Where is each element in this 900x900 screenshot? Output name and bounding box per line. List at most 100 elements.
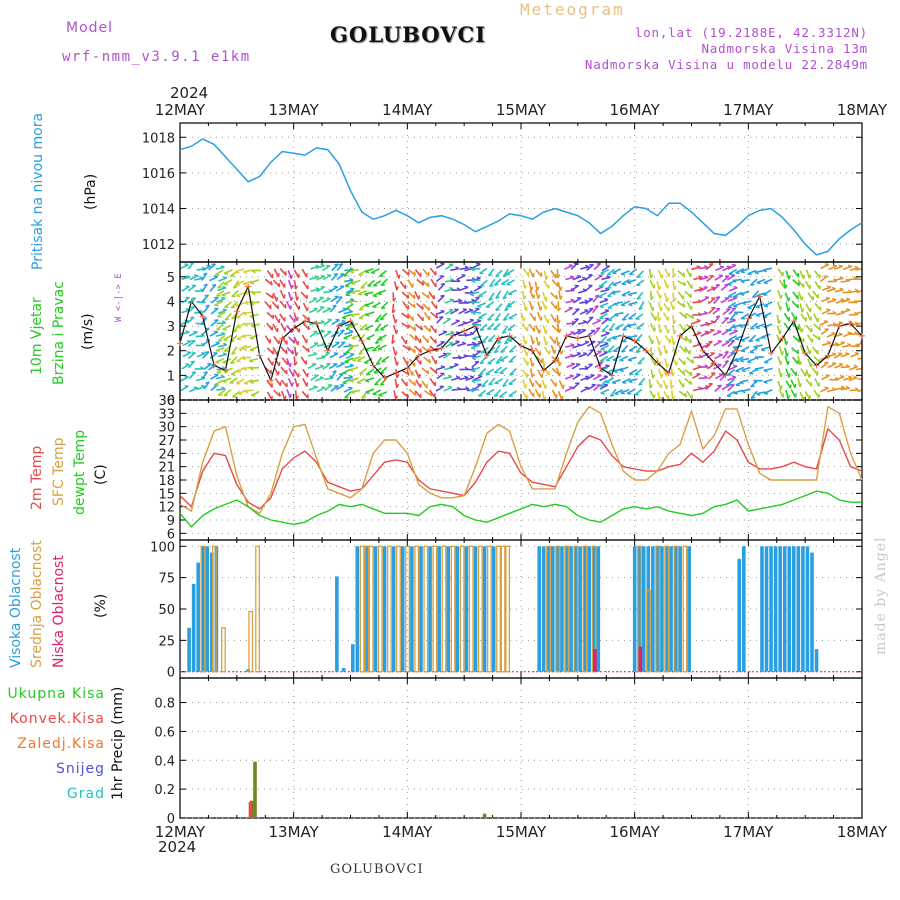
wind-arrow [657, 269, 663, 279]
cloud-bar-high [591, 546, 596, 672]
wind-arrow-head [558, 328, 562, 334]
wind-arrow-head [627, 392, 632, 395]
cloud-bar-high [391, 546, 396, 672]
wind-gust-marker [631, 337, 638, 344]
wind-arrow [841, 298, 851, 304]
wind-arrow-head [810, 363, 813, 368]
wind-arrow-head [735, 384, 740, 387]
wind-arrow [279, 279, 286, 288]
wind-arrow-head [457, 354, 462, 359]
cloud-bar-high [569, 546, 573, 672]
wind-arrow [414, 335, 422, 344]
wind-arrow-head [762, 269, 767, 273]
wind-arrow-head [380, 383, 385, 386]
wind-arrow [534, 281, 539, 291]
wind-arrow [799, 391, 805, 400]
wind-arrow-head [690, 371, 693, 376]
wind-arrow-head [289, 393, 292, 398]
wind-arrow [414, 369, 421, 379]
wind-arrow [309, 276, 319, 281]
wind-arrow-head [658, 285, 662, 291]
wind-arrow [685, 268, 692, 278]
wind-arrow [430, 325, 437, 334]
product-title: Meteogram [520, 0, 625, 19]
cloud-bar-mid [255, 545, 260, 673]
wind-arrow-head [190, 360, 195, 363]
wind-arrow-head [750, 284, 755, 286]
wind-arrow-head [779, 306, 783, 311]
wind-arrow-head [637, 362, 643, 365]
wind-arrow-head [651, 352, 655, 357]
wind-arrow [459, 267, 469, 271]
wind-arrow [600, 309, 610, 315]
wind-arrow-head [270, 280, 273, 286]
wind-arrow-head [313, 351, 318, 355]
wind-arrow [435, 275, 445, 283]
cloud-bar-high [551, 546, 555, 672]
wind-arrow-head [530, 286, 534, 291]
wind-arrow-head [341, 320, 346, 322]
wind-arrow-head [242, 335, 247, 339]
wind-arrow-head [244, 302, 249, 306]
wind-arrow [392, 346, 397, 356]
wind-arrow-head [201, 384, 206, 387]
wind-arrow [481, 379, 489, 388]
wind-arrow-head [545, 341, 549, 346]
wind-arrow [578, 352, 588, 358]
wind-arrow-head [360, 286, 365, 289]
wind-arrow-head [440, 365, 445, 368]
wind-arrow [210, 342, 220, 348]
cloud-bar-high [464, 546, 469, 672]
wind-arrow [678, 311, 688, 319]
wind-arrow-head [840, 341, 845, 344]
wind-arrow [528, 388, 535, 398]
wind-arrow [293, 269, 300, 279]
wind-arrow [783, 279, 786, 289]
wind-arrow-head [222, 352, 227, 355]
wind-arrow [790, 367, 797, 377]
wind-arrow-head [532, 294, 535, 299]
wind-arrow [614, 389, 624, 395]
wind-arrow-head [471, 279, 476, 284]
wind-arrow [620, 388, 630, 394]
wind-arrow-head [243, 323, 248, 327]
wind-arrow [370, 268, 380, 274]
wind-arrow [592, 294, 600, 303]
wind-arrow [570, 262, 579, 270]
wind-arrow-head [676, 361, 678, 366]
wind-arrow [458, 355, 468, 360]
wind-arrow-head [556, 282, 559, 287]
wind-arrow-head [186, 340, 191, 342]
wind-arrow [628, 301, 638, 306]
cloud-bar-mid [564, 545, 570, 673]
cloud-bar-high [537, 546, 541, 672]
wind-arrow-head [683, 360, 686, 365]
wind-arrow [669, 379, 673, 389]
wind-arrow [599, 312, 608, 319]
wind-arrow-head [760, 348, 766, 352]
wind-arrow [679, 345, 687, 354]
wind-arrow [550, 345, 556, 354]
wind-arrow [442, 318, 452, 325]
wind-arrow [479, 323, 488, 331]
wind-arrow [201, 283, 208, 292]
wind-arrow-head [438, 316, 444, 319]
wind-arrow [694, 288, 704, 292]
wind-arrow [622, 323, 630, 331]
wind-arrow [777, 268, 784, 277]
wind-gust-marker [347, 318, 354, 325]
wind-arrow [508, 378, 517, 385]
wind-arrow-head [462, 321, 467, 324]
wind-gust-marker [199, 313, 206, 320]
wind-arrow [217, 334, 226, 342]
wind-arrow-head [661, 274, 664, 279]
wind-arrow-head [494, 283, 499, 286]
wind-arrow-head [332, 370, 337, 373]
wind-arrow-head [241, 357, 246, 361]
wind-arrow [250, 323, 261, 327]
wind-arrow [414, 390, 422, 399]
wind-arrow [216, 322, 226, 325]
wind-arrow [762, 312, 772, 318]
wind-arrow [857, 357, 862, 360]
wind-arrow [627, 356, 637, 361]
